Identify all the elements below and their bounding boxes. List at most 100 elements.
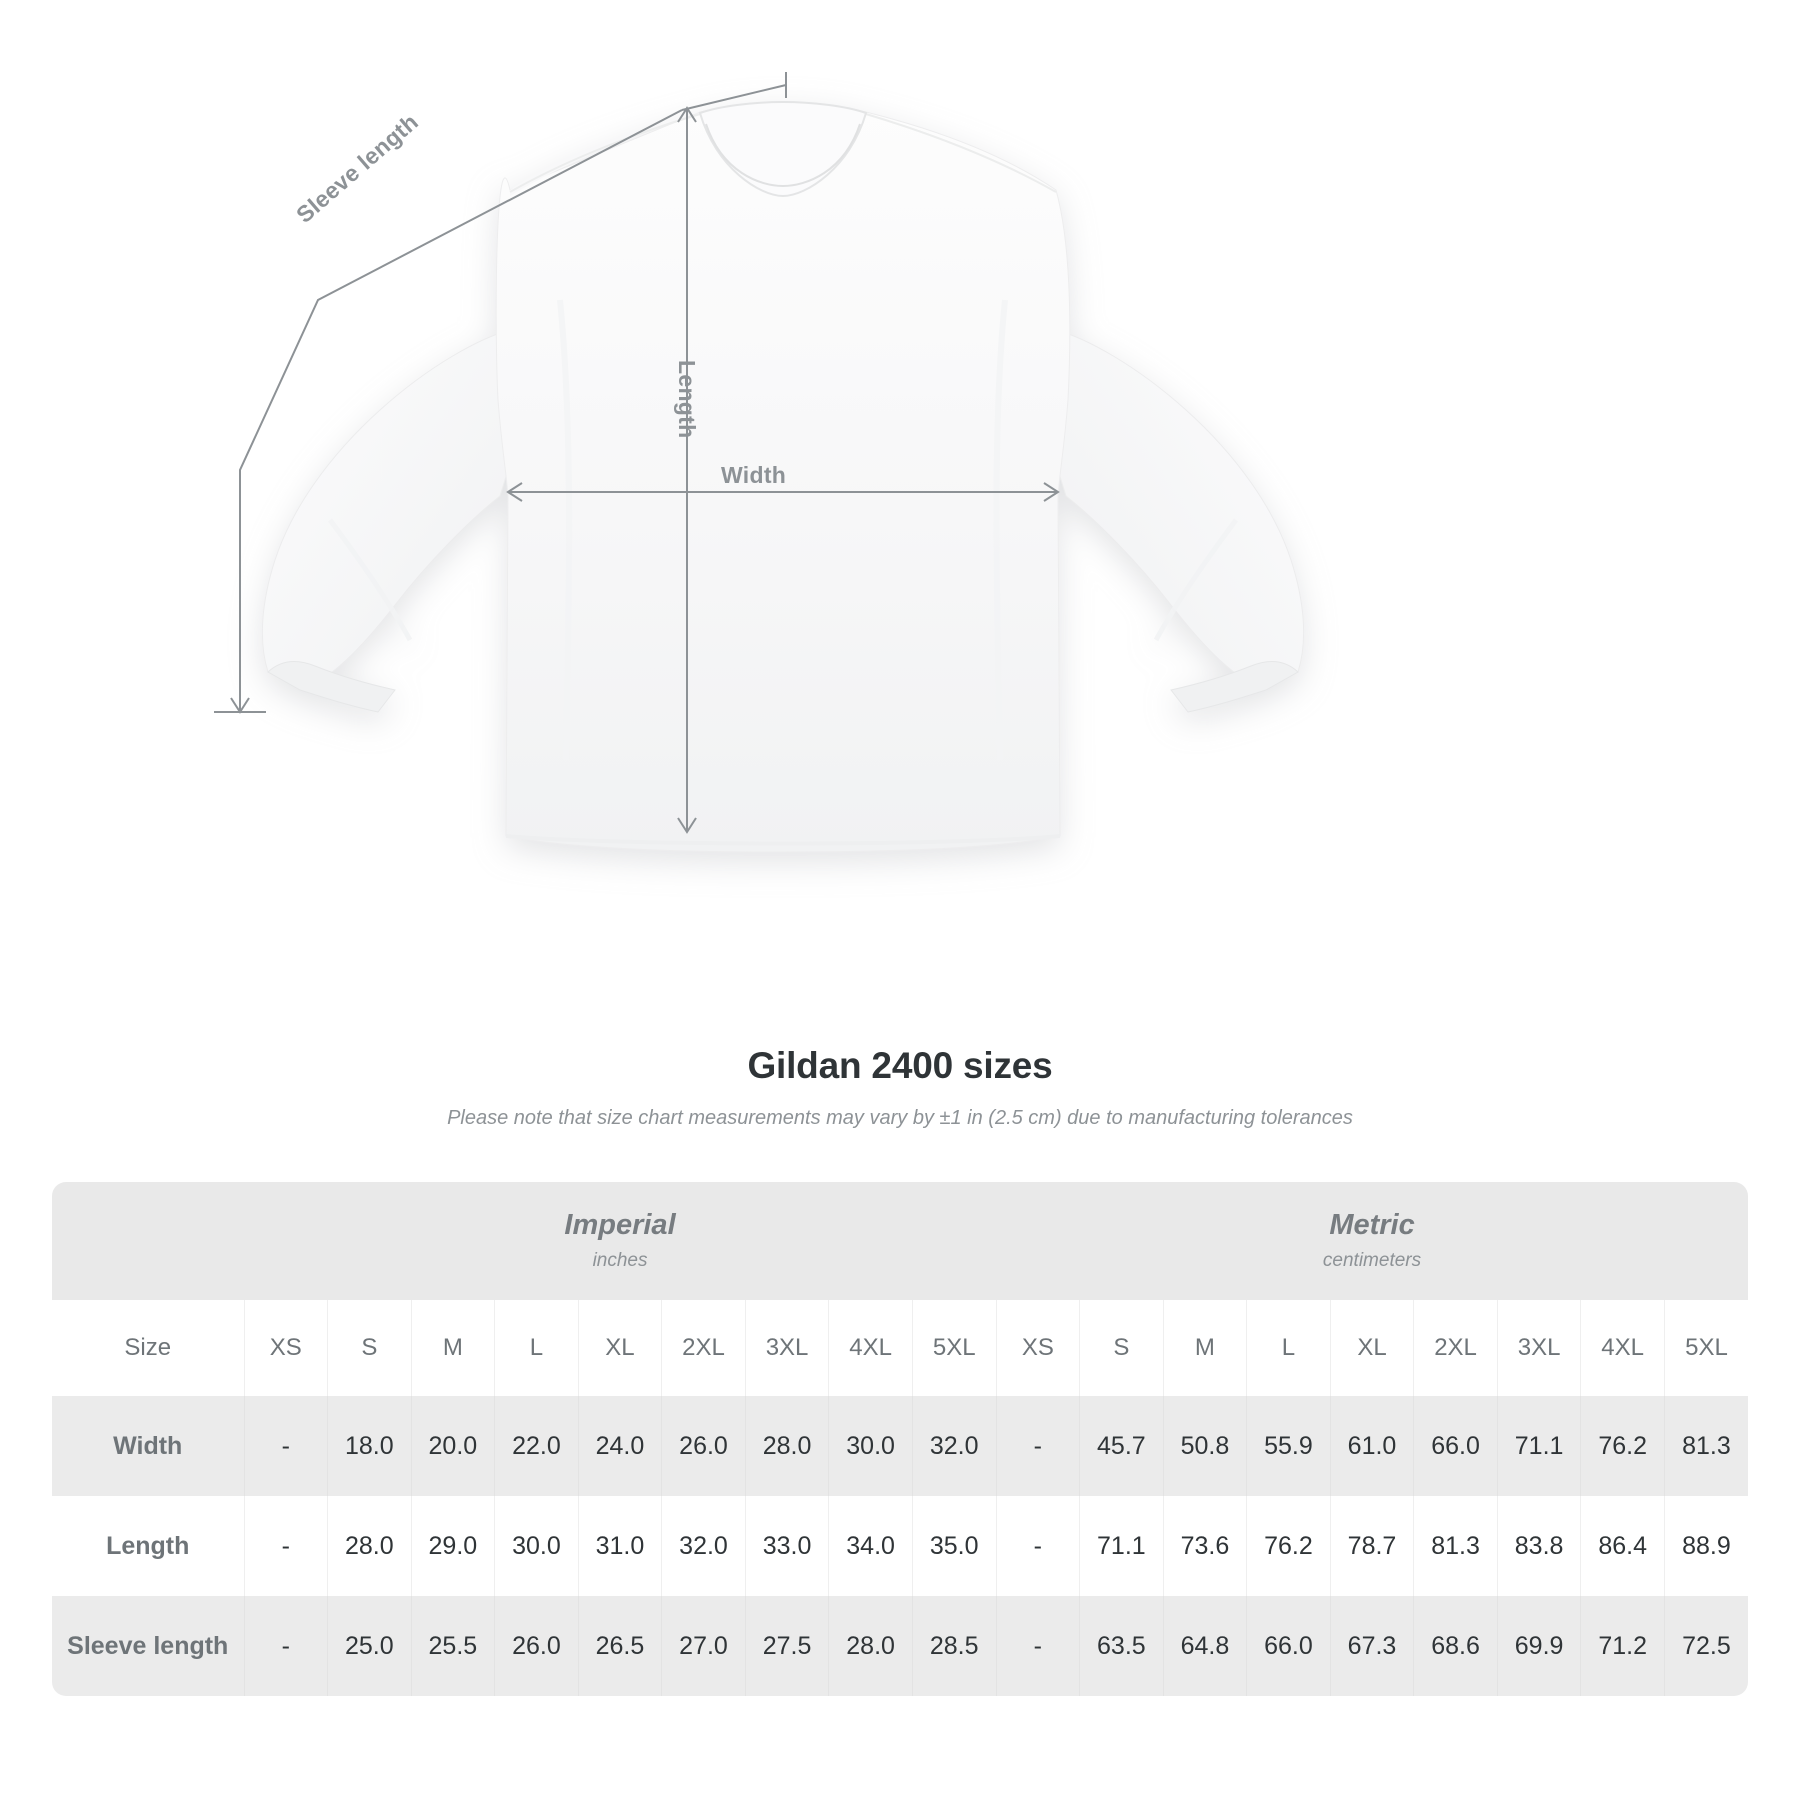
size-col-metric-5xl: 5XL: [1663, 1300, 1749, 1396]
width-arrow-right: [1043, 482, 1060, 502]
title-block: Gildan 2400 sizes Please note that size …: [0, 1045, 1800, 1130]
cell-length-imperial-xl: 31.0: [577, 1496, 662, 1596]
shirt-body-shape: [261, 100, 1305, 853]
length-arrow-bottom: [677, 817, 697, 834]
cell-length-metric-3xl: 83.8: [1496, 1496, 1581, 1596]
table-row: Sleeve length - 25.0 25.5 26.0 26.5 27.0…: [52, 1596, 1749, 1696]
cell-sleeve-metric-l: 66.0: [1246, 1596, 1331, 1696]
size-header-row: Size XS S M L XL 2XL 3XL 4XL 5XL XS S M …: [52, 1300, 1749, 1396]
cell-sleeve-imperial-xs: -: [243, 1596, 328, 1696]
size-col-imperial-xl: XL: [577, 1300, 662, 1396]
size-col-metric-s: S: [1079, 1300, 1164, 1396]
size-row-label: Size: [52, 1300, 244, 1396]
cell-length-imperial-m: 29.0: [410, 1496, 495, 1596]
size-col-metric-4xl: 4XL: [1580, 1300, 1665, 1396]
size-col-metric-m: M: [1162, 1300, 1247, 1396]
size-col-imperial-xs: XS: [243, 1300, 328, 1396]
unit-header-spacer: [52, 1182, 244, 1300]
cell-sleeve-imperial-4xl: 28.0: [828, 1596, 913, 1696]
page-title: Gildan 2400 sizes: [747, 1045, 1053, 1086]
size-col-metric-xl: XL: [1329, 1300, 1414, 1396]
size-col-metric-l: L: [1246, 1300, 1331, 1396]
cell-width-imperial-s: 18.0: [327, 1396, 412, 1496]
cell-sleeve-imperial-s: 25.0: [327, 1596, 412, 1696]
cell-length-metric-5xl: 88.9: [1663, 1496, 1749, 1596]
tolerance-note: Please note that size chart measurements…: [447, 1107, 1353, 1129]
cell-sleeve-metric-m: 64.8: [1162, 1596, 1247, 1696]
size-table-container: Imperial inches Metric centimeters Size …: [52, 1182, 1749, 1696]
cell-sleeve-imperial-l: 26.0: [494, 1596, 579, 1696]
table-row: Length - 28.0 29.0 30.0 31.0 32.0 33.0 3…: [52, 1496, 1749, 1596]
sleeve-measure-line: [239, 109, 683, 712]
cell-width-metric-xs: -: [995, 1396, 1080, 1496]
cell-sleeve-imperial-3xl: 27.5: [744, 1596, 829, 1696]
size-col-imperial-5xl: 5XL: [911, 1300, 997, 1396]
cell-width-metric-3xl: 71.1: [1496, 1396, 1581, 1496]
cell-width-metric-2xl: 66.0: [1413, 1396, 1498, 1496]
cell-length-imperial-l: 30.0: [494, 1496, 579, 1596]
unit-name-metric: Metric: [1329, 1209, 1415, 1242]
cell-sleeve-metric-2xl: 68.6: [1413, 1596, 1498, 1696]
size-col-metric-xs: XS: [995, 1300, 1080, 1396]
cell-width-imperial-4xl: 30.0: [828, 1396, 913, 1496]
size-col-imperial-2xl: 2XL: [661, 1300, 746, 1396]
cell-sleeve-metric-4xl: 71.2: [1580, 1596, 1665, 1696]
shirt-illustration: [214, 72, 1305, 853]
size-col-imperial-4xl: 4XL: [828, 1300, 913, 1396]
cell-sleeve-metric-s: 63.5: [1079, 1596, 1164, 1696]
cell-width-metric-xl: 61.0: [1329, 1396, 1414, 1496]
unit-header-row: Imperial inches Metric centimeters: [52, 1182, 1749, 1300]
cell-width-metric-m: 50.8: [1162, 1396, 1247, 1496]
size-table: Imperial inches Metric centimeters Size …: [52, 1182, 1749, 1696]
measurement-lines: [214, 72, 1060, 834]
cell-width-metric-5xl: 81.3: [1663, 1396, 1749, 1496]
cell-sleeve-imperial-5xl: 28.5: [911, 1596, 997, 1696]
row-label-width: Width: [52, 1396, 244, 1496]
unit-header-imperial: Imperial inches: [244, 1182, 997, 1300]
cell-sleeve-metric-5xl: 72.5: [1663, 1596, 1749, 1696]
cell-length-metric-4xl: 86.4: [1580, 1496, 1665, 1596]
row-label-sleeve-length: Sleeve length: [52, 1596, 244, 1696]
cell-width-metric-s: 45.7: [1079, 1396, 1164, 1496]
row-label-length: Length: [52, 1496, 244, 1596]
cell-width-imperial-m: 20.0: [410, 1396, 495, 1496]
size-col-metric-2xl: 2XL: [1413, 1300, 1498, 1396]
cell-sleeve-imperial-xl: 26.5: [577, 1596, 662, 1696]
length-arrow-top: [677, 106, 697, 123]
cell-width-imperial-2xl: 26.0: [661, 1396, 746, 1496]
cell-length-imperial-5xl: 35.0: [911, 1496, 997, 1596]
length-label: Length: [674, 360, 700, 439]
cell-width-imperial-xs: -: [243, 1396, 328, 1496]
cell-length-imperial-s: 28.0: [327, 1496, 412, 1596]
sleeve-arrow-head: [230, 697, 250, 714]
unit-name-imperial: Imperial: [564, 1209, 676, 1242]
cell-length-imperial-3xl: 33.0: [744, 1496, 829, 1596]
table-row: Width - 18.0 20.0 22.0 24.0 26.0 28.0 30…: [52, 1396, 1749, 1496]
cell-sleeve-metric-xl: 67.3: [1329, 1596, 1414, 1696]
size-col-imperial-3xl: 3XL: [744, 1300, 829, 1396]
size-col-imperial-s: S: [327, 1300, 412, 1396]
width-label: Width: [721, 462, 787, 488]
cell-length-imperial-4xl: 34.0: [828, 1496, 913, 1596]
cell-length-metric-xs: -: [995, 1496, 1080, 1596]
garment-diagram: Sleeve length Length Width: [214, 72, 1305, 853]
cell-width-imperial-5xl: 32.0: [911, 1396, 997, 1496]
size-col-imperial-m: M: [410, 1300, 495, 1396]
cell-sleeve-imperial-2xl: 27.0: [661, 1596, 746, 1696]
width-arrow-left: [506, 482, 523, 502]
cell-length-imperial-xs: -: [243, 1496, 328, 1596]
cell-width-metric-l: 55.9: [1246, 1396, 1331, 1496]
unit-sub-imperial: inches: [592, 1249, 648, 1271]
unit-sub-metric: centimeters: [1322, 1249, 1422, 1271]
size-col-imperial-l: L: [494, 1300, 579, 1396]
cell-length-metric-m: 73.6: [1162, 1496, 1247, 1596]
cell-width-imperial-3xl: 28.0: [744, 1396, 829, 1496]
cell-width-imperial-l: 22.0: [494, 1396, 579, 1496]
cell-sleeve-metric-3xl: 69.9: [1496, 1596, 1581, 1696]
cell-length-metric-s: 71.1: [1079, 1496, 1164, 1596]
size-col-metric-3xl: 3XL: [1496, 1300, 1581, 1396]
cell-length-imperial-2xl: 32.0: [661, 1496, 746, 1596]
unit-header-metric: Metric centimeters: [996, 1182, 1749, 1300]
cell-sleeve-metric-xs: -: [995, 1596, 1080, 1696]
